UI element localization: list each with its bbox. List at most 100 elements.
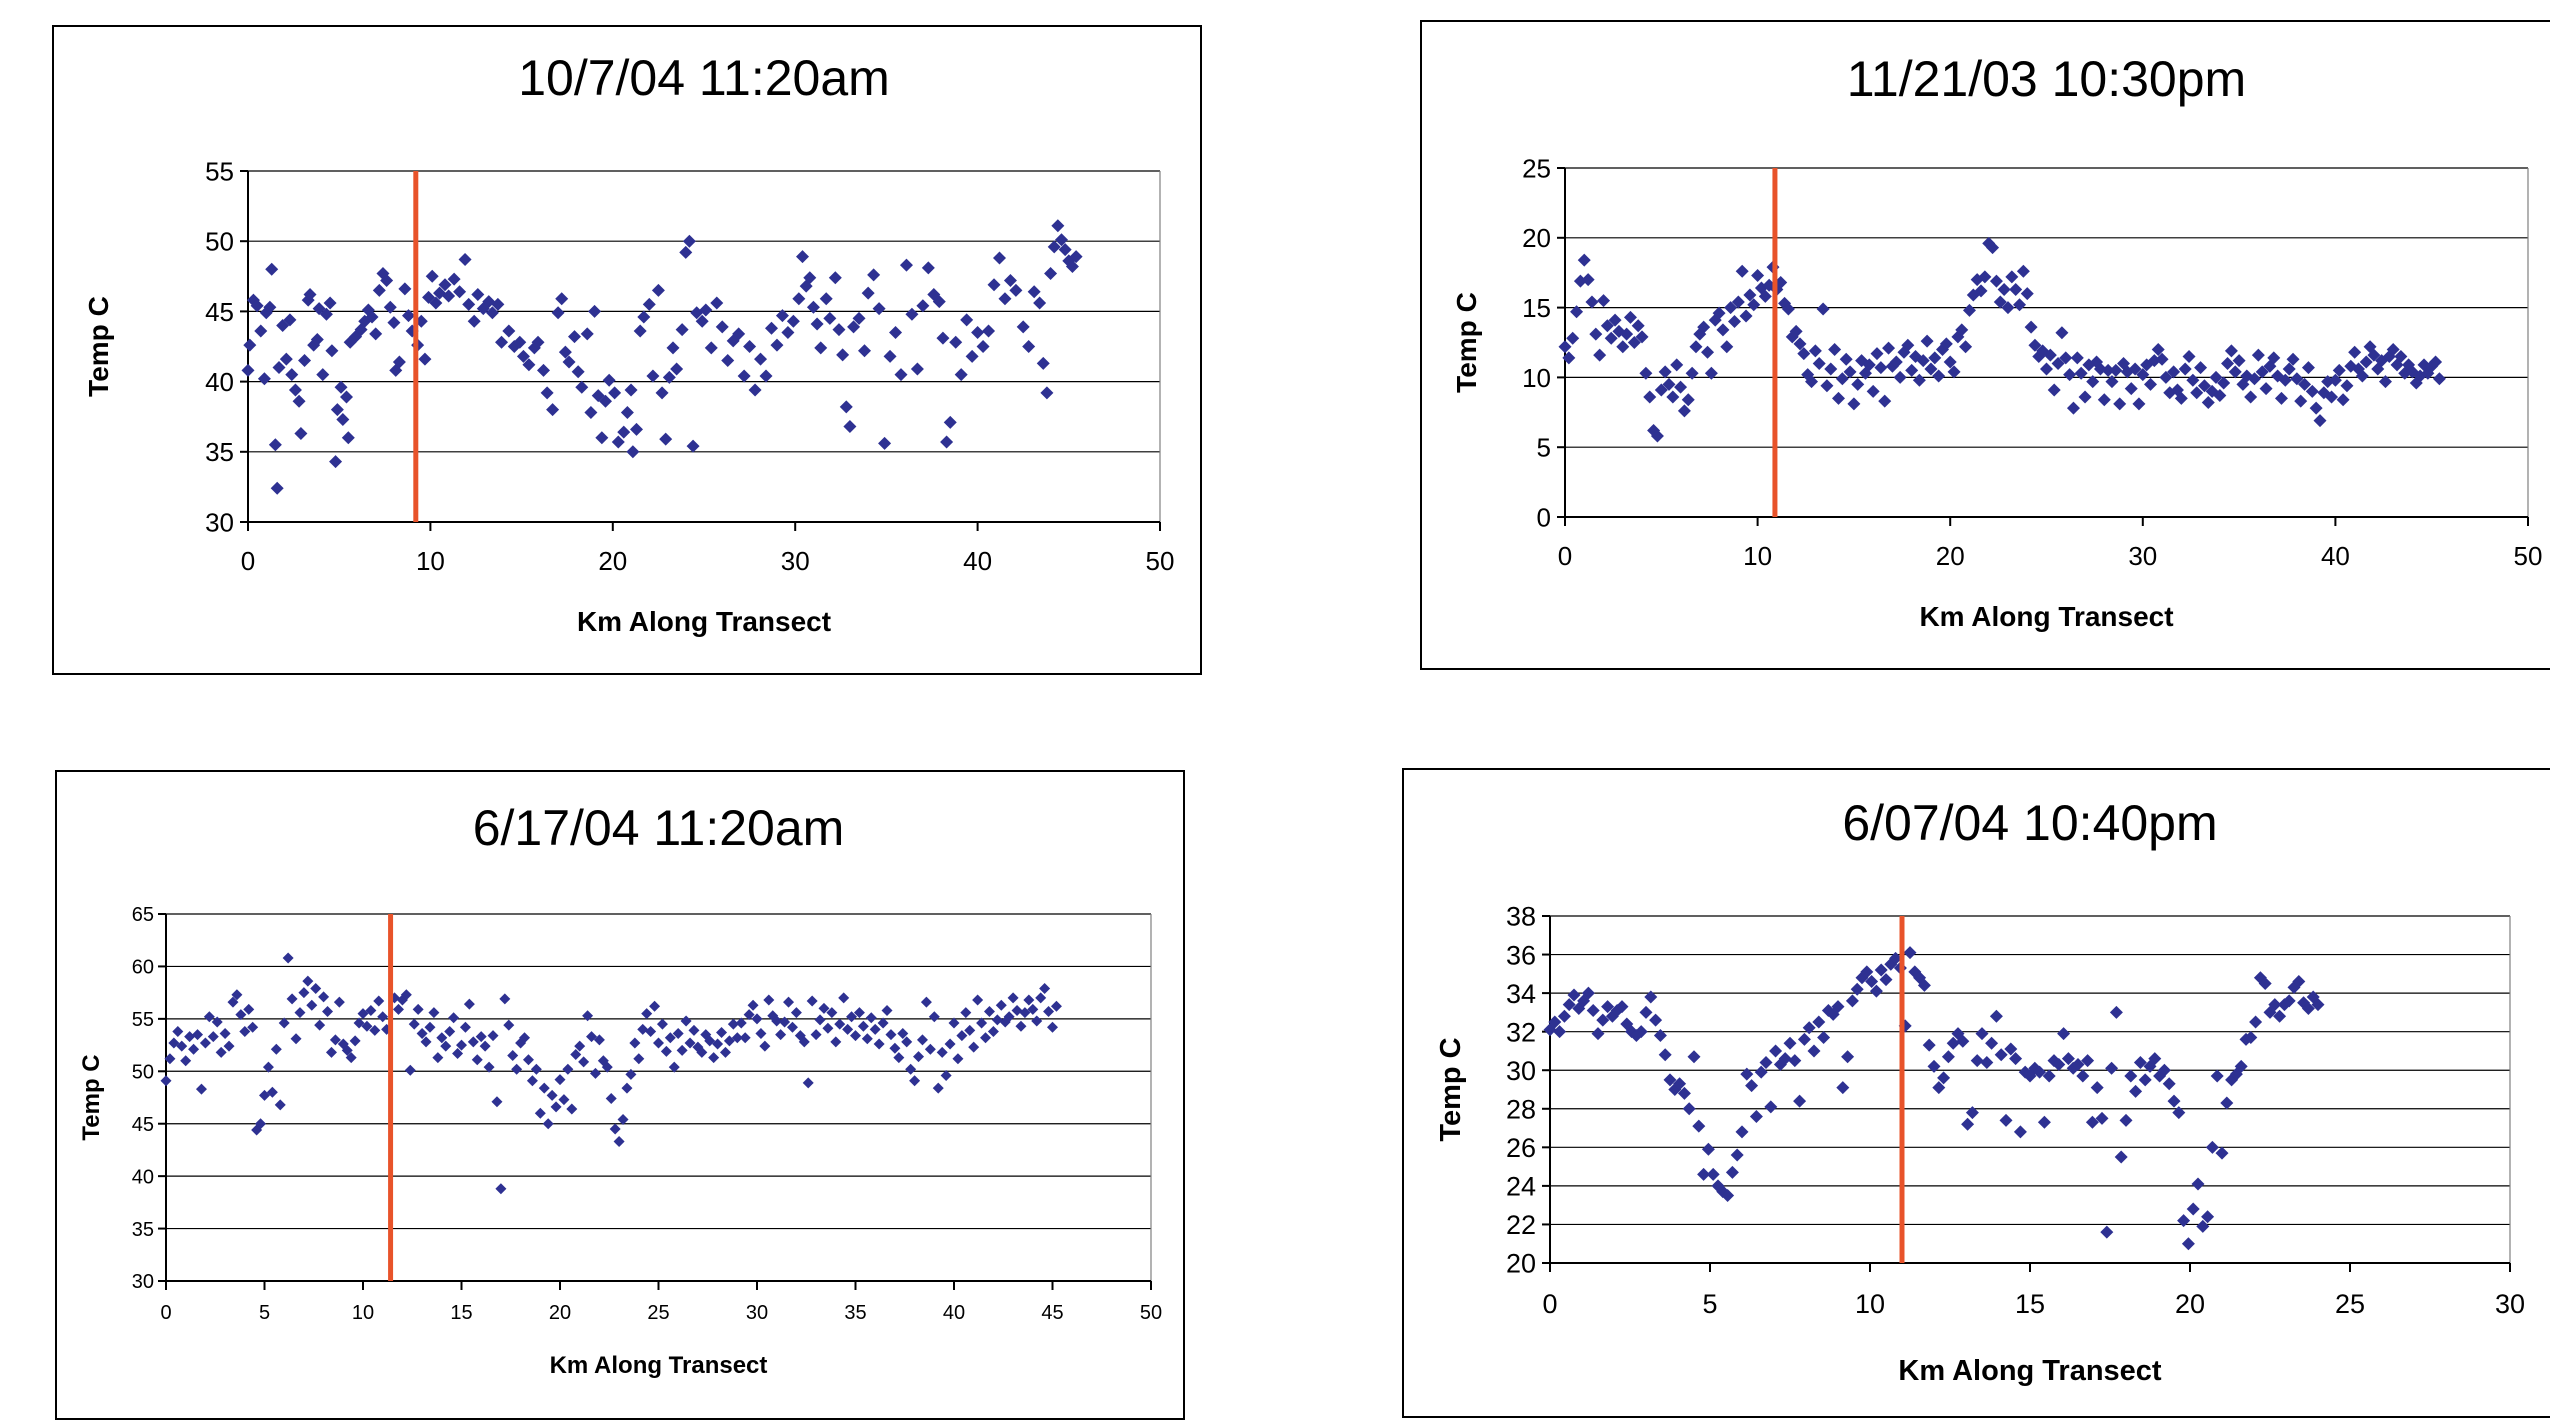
data-point <box>420 1036 432 1048</box>
data-point <box>2172 1106 2186 1120</box>
data-point <box>1884 957 1898 971</box>
data-point <box>790 1007 802 1019</box>
data-point <box>574 1040 586 1052</box>
data-point <box>1858 366 1872 380</box>
data-point <box>499 993 511 1005</box>
data-point <box>223 1040 235 1052</box>
data-point <box>1828 342 1842 356</box>
chart-title: 11/21/03 10:30pm <box>1847 51 2246 107</box>
data-point <box>227 996 239 1008</box>
data-point <box>675 323 689 337</box>
data-point <box>268 438 282 452</box>
data-point <box>1878 394 1892 408</box>
y-tick-label: 55 <box>132 1009 154 1031</box>
data-point <box>1831 391 1845 405</box>
data-point <box>2251 348 2265 362</box>
data-point <box>2109 1005 2123 1019</box>
data-point <box>334 380 348 394</box>
data-point <box>2059 351 2073 365</box>
data-point <box>1862 358 1876 372</box>
data-point <box>1716 1185 1730 1199</box>
data-point <box>810 1029 822 1041</box>
data-point <box>241 363 255 377</box>
data-point <box>679 245 693 259</box>
data-point <box>2328 373 2342 387</box>
data-point <box>2249 1015 2263 1029</box>
data-point <box>924 1043 936 1055</box>
data-point <box>1040 386 1054 400</box>
y-axis-label: Temp C <box>78 1054 105 1140</box>
data-point <box>1674 380 1688 394</box>
x-tick-label: 40 <box>2321 541 2350 571</box>
data-point <box>207 1031 219 1043</box>
data-point <box>2191 1177 2205 1191</box>
data-point <box>2209 370 2223 384</box>
data-point <box>913 1051 925 1063</box>
data-point <box>339 390 353 404</box>
data-point <box>613 1136 625 1148</box>
data-point <box>2267 351 2281 365</box>
data-point <box>2297 996 2311 1010</box>
data-point <box>972 994 984 1006</box>
data-point <box>522 358 536 372</box>
data-point <box>1572 1002 1586 1016</box>
data-point <box>620 405 634 419</box>
chart-panel-4: 6/07/04 10:40pm 20 22 24 26 28 30 32 34 36 38 0 5 10 1… <box>1402 768 2550 1418</box>
data-point <box>440 1040 452 1052</box>
data-point <box>1069 250 1083 264</box>
data-point <box>1685 366 1699 380</box>
data-point <box>629 1037 641 1049</box>
data-point <box>1965 1106 1979 1120</box>
data-point <box>1843 365 1857 379</box>
data-point <box>1615 1000 1629 1014</box>
data-point <box>960 313 974 327</box>
x-tick-label: 20 <box>598 546 627 576</box>
data-point <box>936 1046 948 1058</box>
data-point <box>2114 1150 2128 1164</box>
data-point <box>380 274 394 288</box>
data-point <box>1851 377 1865 391</box>
data-point <box>771 1015 783 1027</box>
data-point <box>2355 369 2369 383</box>
data-point <box>522 1054 534 1066</box>
data-point <box>708 1052 720 1064</box>
data-point <box>2078 390 2092 404</box>
data-point <box>555 292 569 306</box>
data-point <box>727 1018 739 1030</box>
chart-title: 10/7/04 11:20am <box>518 50 890 106</box>
data-point <box>743 1009 755 1021</box>
data-point <box>1065 259 1079 273</box>
data-point <box>1639 1005 1653 1019</box>
data-point <box>502 324 516 338</box>
data-point <box>1970 1054 1984 1068</box>
data-point <box>704 341 718 355</box>
data-point <box>558 1094 570 1106</box>
data-point <box>2105 375 2119 389</box>
data-point <box>630 422 644 436</box>
data-point <box>270 481 284 495</box>
data-point <box>1712 306 1726 320</box>
data-point <box>806 300 820 314</box>
data-point <box>2162 1077 2176 1091</box>
data-point <box>1745 1079 1759 1093</box>
data-point <box>2294 394 2308 408</box>
data-point <box>2201 396 2215 410</box>
data-point <box>684 1037 696 1049</box>
data-point <box>1897 345 1911 359</box>
data-point <box>1608 313 1622 327</box>
data-point <box>452 1047 464 1059</box>
data-point <box>513 335 527 349</box>
data-point <box>792 292 806 306</box>
data-point <box>1869 984 1883 998</box>
data-point <box>1839 352 1853 366</box>
data-point <box>330 403 344 417</box>
data-point <box>2009 282 2023 296</box>
data-point <box>160 1075 172 1087</box>
data-point <box>199 1037 211 1049</box>
data-point <box>302 975 314 987</box>
data-point <box>192 1029 204 1041</box>
data-point <box>285 368 299 382</box>
data-point <box>662 370 676 384</box>
data-point <box>1778 1052 1792 1066</box>
data-point <box>1735 264 1749 278</box>
